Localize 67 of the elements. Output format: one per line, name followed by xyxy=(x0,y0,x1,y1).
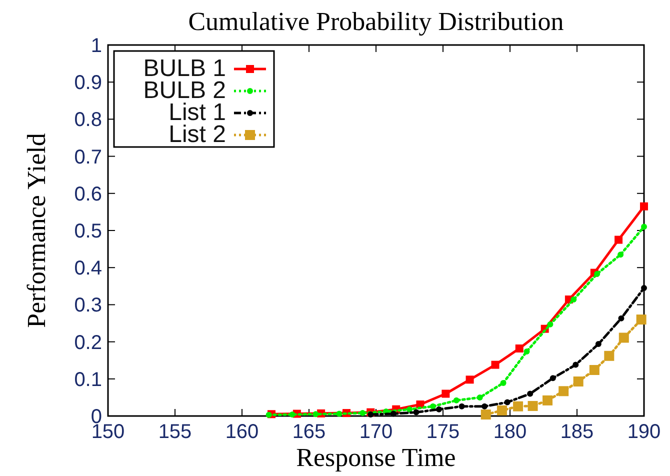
y-tick-label: 0.8 xyxy=(74,109,102,132)
y-tick-label: 0.1 xyxy=(74,368,102,391)
point xyxy=(406,406,412,412)
point xyxy=(558,386,569,396)
point xyxy=(476,394,483,400)
point xyxy=(413,409,420,416)
point xyxy=(640,202,648,210)
point xyxy=(482,403,488,410)
point xyxy=(458,403,465,410)
point xyxy=(453,397,460,404)
point xyxy=(547,321,554,328)
point xyxy=(528,400,538,411)
point xyxy=(390,410,396,417)
point xyxy=(641,224,647,230)
point xyxy=(589,364,600,375)
point xyxy=(336,410,342,417)
point xyxy=(266,412,272,418)
y-tick-label: 0.2 xyxy=(74,332,102,354)
x-tick-label: 165 xyxy=(292,421,326,443)
y-tick-label: 0.4 xyxy=(74,258,102,280)
x-axis-title: Response Time xyxy=(296,443,456,472)
point xyxy=(466,376,474,384)
point xyxy=(572,362,579,368)
y-tick-label: 0.9 xyxy=(74,72,102,94)
point xyxy=(442,390,450,398)
y-axis-title: Performance Yield xyxy=(22,133,51,328)
point xyxy=(513,401,524,412)
point xyxy=(594,270,600,277)
y-tick-label: 0.6 xyxy=(74,183,102,206)
x-tick-label: 160 xyxy=(225,421,259,443)
point xyxy=(500,380,506,386)
point xyxy=(430,403,436,410)
point xyxy=(312,411,319,418)
point xyxy=(515,344,524,352)
chart-title: Cumulative Probability Distribution xyxy=(188,7,564,36)
point xyxy=(641,285,647,292)
y-tick-label: 0.3 xyxy=(74,294,102,317)
x-tick-label: 185 xyxy=(560,421,594,443)
point xyxy=(636,314,646,325)
point xyxy=(368,412,374,418)
point xyxy=(436,406,442,412)
x-tick-label: 175 xyxy=(426,421,460,443)
y-tick-label: 0.7 xyxy=(74,146,102,168)
point xyxy=(550,375,556,382)
point xyxy=(289,412,296,418)
point xyxy=(595,341,602,348)
point xyxy=(618,252,624,258)
point xyxy=(570,296,577,303)
x-tick-label: 190 xyxy=(627,421,661,443)
point xyxy=(618,315,624,322)
point xyxy=(604,350,614,361)
y-tick-label: 1 xyxy=(90,35,102,57)
point xyxy=(504,399,510,406)
point xyxy=(614,236,623,244)
point xyxy=(542,395,553,406)
point xyxy=(480,410,491,420)
y-tick-label: 0.5 xyxy=(74,220,102,242)
point xyxy=(360,410,366,416)
point xyxy=(496,405,507,416)
point xyxy=(618,332,629,343)
x-tick-label: 180 xyxy=(493,421,527,443)
point xyxy=(573,376,584,386)
x-tick-label: 170 xyxy=(359,421,393,443)
point xyxy=(524,348,530,354)
point xyxy=(527,390,534,397)
point xyxy=(491,360,500,369)
x-tick-label: 155 xyxy=(158,421,192,443)
